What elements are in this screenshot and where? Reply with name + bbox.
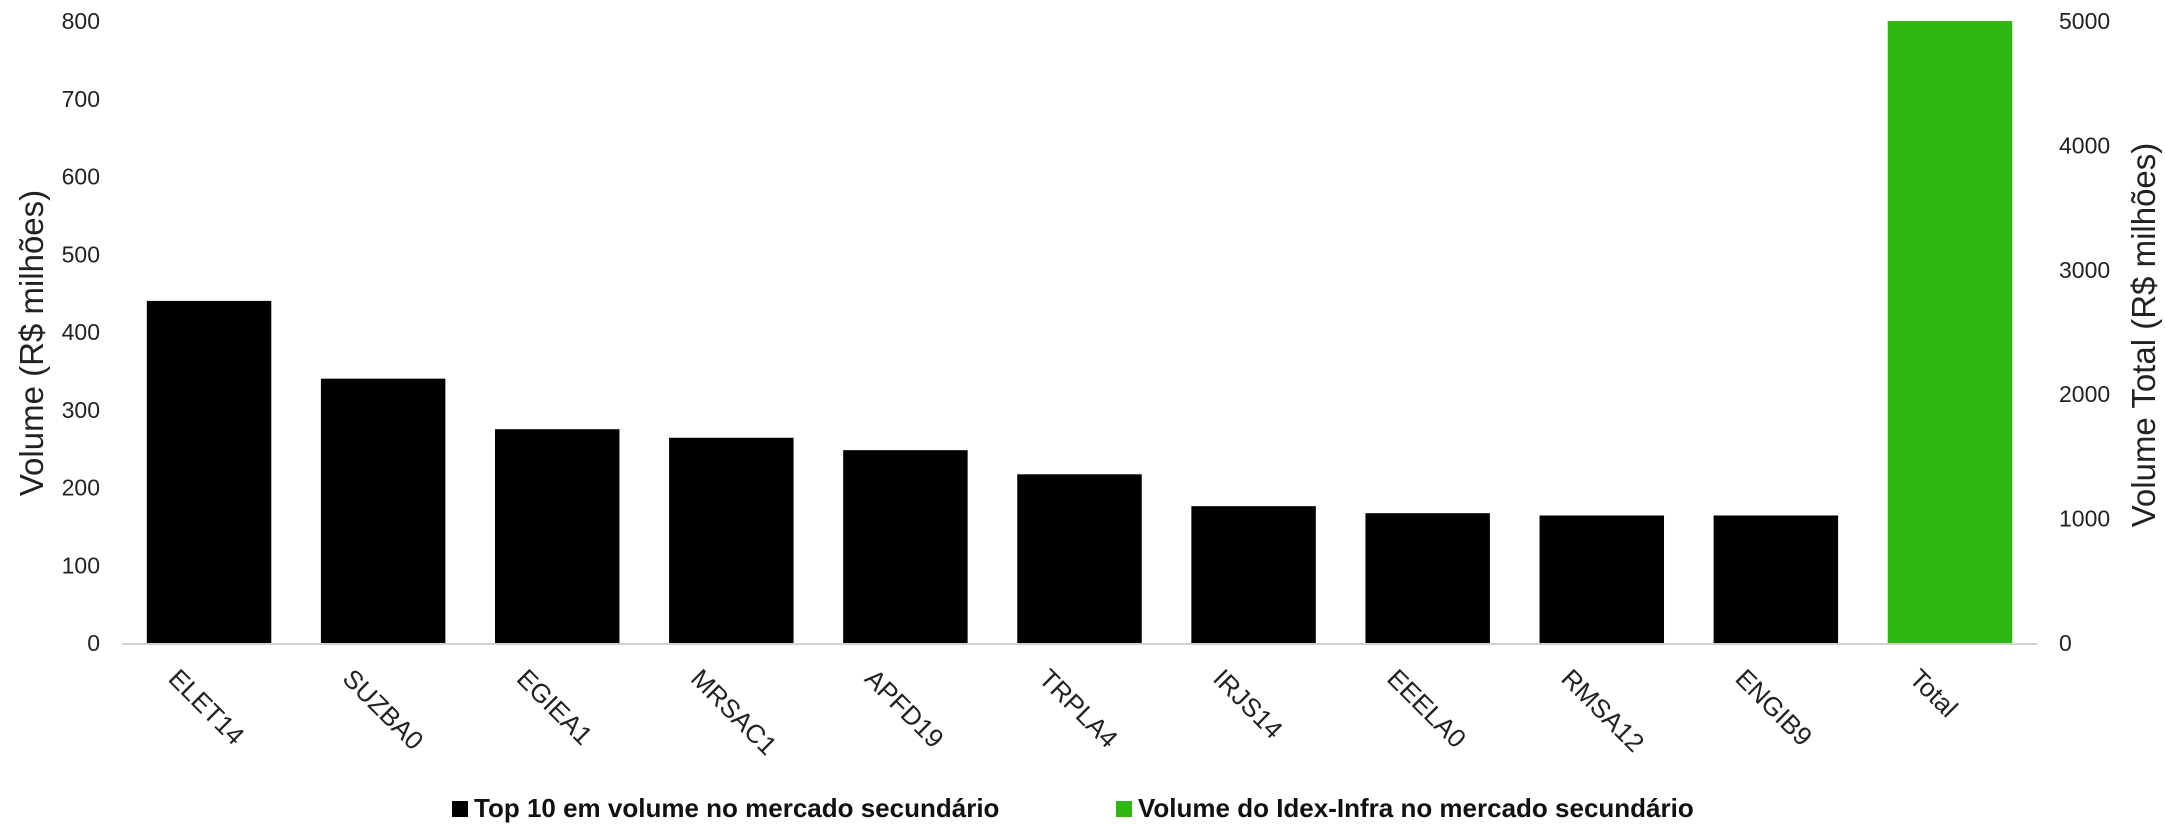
x-tick-label-mrsac1: MRSAC1 xyxy=(685,663,783,761)
y-axis-right-title: Volume Total (R$ milhões) xyxy=(2125,143,2162,528)
bar-rmsa12 xyxy=(1539,515,1665,643)
bar-total xyxy=(1887,21,2013,643)
x-tick-label-suzba0: SUZBA0 xyxy=(337,663,430,756)
x-tick-label-irjs14: IRJS14 xyxy=(1207,663,1289,745)
x-tick-label-apfd19: APFD19 xyxy=(859,663,950,754)
y-right-tick-label: 2000 xyxy=(2059,381,2110,407)
y-tick-label: 300 xyxy=(62,397,100,423)
y-tick-label: 800 xyxy=(62,8,100,34)
left-axis-ticks: 0 100 200 300 400 500 600 700 800 xyxy=(62,8,100,656)
y-right-tick-label: 3000 xyxy=(2059,257,2110,283)
x-tick-label-rmsa12: RMSA12 xyxy=(1556,663,1651,758)
bar-trpla4 xyxy=(1017,474,1142,643)
x-tick-label-elet14: ELET14 xyxy=(163,663,251,751)
x-tick-label-engib9: ENGIB9 xyxy=(1730,663,1819,752)
y-tick-label: 200 xyxy=(62,475,100,501)
legend-swatch-idex xyxy=(1116,800,1132,817)
bar-elet14 xyxy=(146,300,272,643)
y-axis-title: Volume (R$ milhões) xyxy=(13,190,50,496)
bar-egiea1 xyxy=(494,429,620,643)
y-right-tick-label: 0 xyxy=(2059,630,2072,656)
bar-suzba0 xyxy=(320,378,446,643)
bar-mrsac1 xyxy=(669,437,794,643)
bar-eeela0 xyxy=(1365,513,1490,643)
legend-label-idex: Volume do Idex-Infra no mercado secundár… xyxy=(1138,793,1694,823)
y-tick-label: 600 xyxy=(62,164,100,190)
bar-engib9 xyxy=(1713,515,1839,643)
legend-item-idex: Volume do Idex-Infra no mercado secundár… xyxy=(1116,793,1694,824)
y-tick-label: 400 xyxy=(62,319,100,345)
right-axis-ticks: 0 1000 2000 3000 4000 5000 xyxy=(2059,8,2110,656)
y-tick-label: 500 xyxy=(62,241,100,267)
y-right-tick-label: 5000 xyxy=(2059,8,2110,34)
chart: 0 100 200 300 400 500 600 700 800 0 1000 2000 3000 4… xyxy=(13,8,2162,761)
bar-irjs14 xyxy=(1191,506,1316,643)
bars-group xyxy=(146,21,2013,643)
y-tick-label: 700 xyxy=(62,86,100,112)
y-tick-label: 0 xyxy=(87,630,100,656)
x-tick-label-trpla4: TRPLA4 xyxy=(1033,663,1124,754)
y-right-tick-label: 1000 xyxy=(2059,506,2110,532)
category-labels: ELET14 SUZBA0 EGIEA1 MRSAC1 APFD19 TRPLA4 IRJS… xyxy=(163,663,1964,761)
legend-swatch-top10 xyxy=(452,800,468,817)
bar-apfd19 xyxy=(843,450,968,643)
legend: Top 10 em volume no mercado secundário V… xyxy=(0,793,2165,823)
x-tick-label-eeela0: EEELA0 xyxy=(1381,663,1472,754)
x-tick-label-total: Total xyxy=(1904,663,1964,723)
x-tick-label-egiea1: EGIEA1 xyxy=(511,663,599,751)
legend-item-top10: Top 10 em volume no mercado secundário xyxy=(452,793,999,824)
y-tick-label: 100 xyxy=(62,552,100,578)
legend-label-top10: Top 10 em volume no mercado secundário xyxy=(474,793,1000,823)
y-right-tick-label: 4000 xyxy=(2059,132,2110,158)
